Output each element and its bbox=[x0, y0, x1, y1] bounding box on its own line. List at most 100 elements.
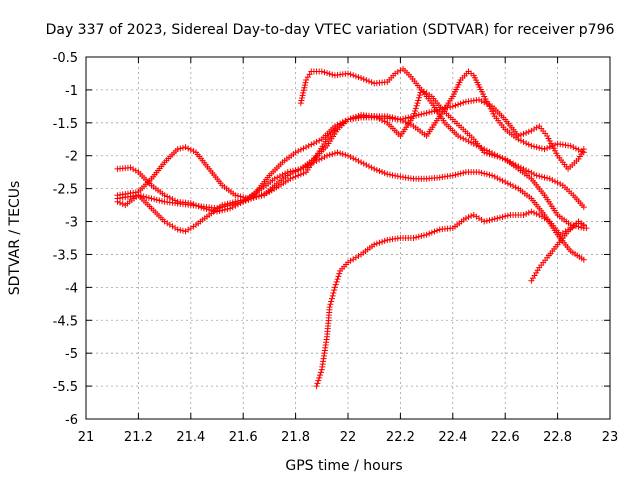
data-point bbox=[420, 110, 427, 117]
data-point bbox=[317, 369, 324, 376]
data-point bbox=[301, 82, 308, 89]
data-point bbox=[423, 231, 430, 238]
series-track-5 bbox=[114, 96, 587, 212]
data-point bbox=[337, 150, 344, 157]
data-point bbox=[295, 148, 302, 155]
data-point bbox=[449, 172, 456, 179]
data-point bbox=[326, 151, 333, 158]
data-point bbox=[426, 109, 433, 116]
data-point bbox=[305, 142, 312, 149]
data-point bbox=[483, 100, 490, 107]
x-tick-label: 21.6 bbox=[229, 430, 258, 445]
data-point bbox=[214, 205, 220, 212]
data-point bbox=[413, 234, 420, 241]
series-track-4 bbox=[297, 65, 587, 232]
data-point bbox=[328, 295, 335, 302]
data-point bbox=[179, 144, 186, 151]
x-tick-label: 21.8 bbox=[281, 430, 310, 445]
data-point bbox=[297, 171, 304, 178]
data-point bbox=[352, 73, 359, 80]
data-point bbox=[342, 151, 349, 158]
data-point bbox=[263, 189, 270, 196]
x-axis-label: GPS time / hours bbox=[285, 458, 402, 474]
data-point bbox=[416, 92, 423, 99]
data-point bbox=[431, 228, 438, 235]
data-point bbox=[523, 129, 530, 136]
data-point bbox=[400, 115, 407, 122]
data-point bbox=[315, 377, 322, 384]
data-point bbox=[355, 74, 362, 81]
y-tick-label: -5 bbox=[65, 347, 78, 362]
data-point bbox=[502, 179, 509, 186]
data-point bbox=[379, 238, 386, 245]
data-point bbox=[138, 192, 145, 199]
data-point bbox=[412, 107, 419, 114]
data-point bbox=[489, 151, 496, 158]
data-point bbox=[350, 155, 357, 162]
data-point bbox=[352, 156, 359, 163]
data-point bbox=[302, 79, 309, 86]
data-point bbox=[460, 99, 467, 106]
data-point bbox=[299, 92, 306, 99]
data-point bbox=[161, 192, 168, 199]
data-point bbox=[324, 152, 331, 159]
data-point bbox=[289, 174, 296, 181]
data-point bbox=[261, 190, 268, 197]
data-point bbox=[292, 149, 299, 156]
data-point bbox=[414, 100, 421, 107]
data-point bbox=[292, 167, 299, 174]
data-point bbox=[486, 171, 493, 178]
y-tick-label: -4.5 bbox=[53, 314, 78, 329]
data-point bbox=[415, 97, 422, 104]
data-point bbox=[363, 161, 370, 168]
data-point bbox=[412, 105, 419, 112]
data-point bbox=[507, 181, 514, 188]
data-point bbox=[360, 76, 367, 83]
data-point bbox=[512, 184, 519, 191]
data-point bbox=[321, 69, 328, 76]
data-point bbox=[455, 101, 462, 108]
axis-ticks: 21 21.2 21.4 21.6 21.8 22 22.2 22.4 22.6 22.8 23 -0… bbox=[53, 51, 619, 445]
data-point bbox=[271, 175, 278, 182]
data-point bbox=[258, 191, 265, 198]
data-point bbox=[295, 172, 302, 179]
data-point bbox=[517, 131, 524, 138]
data-point bbox=[276, 173, 283, 180]
data-point bbox=[392, 172, 399, 179]
y-tick-label: -1 bbox=[65, 84, 78, 99]
data-point bbox=[447, 104, 454, 111]
data-point bbox=[339, 151, 346, 158]
data-point bbox=[345, 70, 351, 77]
data-point bbox=[457, 170, 464, 177]
data-point bbox=[394, 173, 401, 180]
data-point bbox=[376, 239, 383, 246]
data-point bbox=[541, 174, 548, 181]
data-point bbox=[407, 113, 414, 120]
data-point bbox=[185, 145, 192, 152]
data-point bbox=[397, 116, 404, 123]
data-point bbox=[119, 200, 126, 207]
x-tick-label: 21 bbox=[78, 430, 95, 445]
data-point bbox=[481, 99, 488, 106]
data-point bbox=[523, 210, 530, 217]
data-point bbox=[494, 175, 501, 182]
data-point bbox=[316, 137, 323, 144]
data-point bbox=[317, 372, 324, 379]
data-point bbox=[347, 154, 354, 161]
data-point bbox=[135, 192, 142, 199]
data-point bbox=[282, 170, 289, 177]
data-point bbox=[452, 171, 459, 178]
data-point bbox=[549, 177, 556, 184]
data-point bbox=[428, 229, 435, 236]
data-point bbox=[299, 94, 306, 101]
y-tick-label: -2.5 bbox=[53, 183, 78, 198]
data-point bbox=[316, 156, 323, 163]
data-point bbox=[531, 209, 538, 216]
data-point bbox=[255, 192, 262, 199]
data-point bbox=[334, 149, 341, 156]
data-point bbox=[528, 142, 535, 149]
data-point bbox=[292, 173, 299, 180]
data-point bbox=[410, 113, 417, 120]
data-point bbox=[481, 218, 488, 225]
